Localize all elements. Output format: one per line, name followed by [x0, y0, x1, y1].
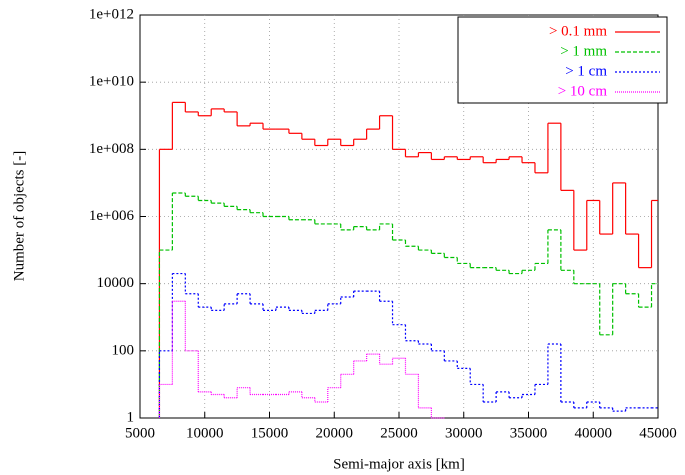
x-tick-label: 25000: [380, 425, 418, 441]
x-axis-label: Semi-major axis [km]: [333, 456, 465, 472]
legend-label: > 0.1 mm: [549, 23, 607, 39]
y-tick-label: 1e+012: [89, 6, 134, 22]
legend-label: > 1 mm: [560, 43, 607, 59]
legend-label: > 10 cm: [558, 83, 608, 99]
x-tick-label: 15000: [251, 425, 289, 441]
x-tick-label: 40000: [575, 425, 613, 441]
y-axis-label: Number of objects [-]: [11, 151, 27, 281]
legend-box: [457, 16, 668, 104]
x-tick-label: 45000: [639, 425, 677, 441]
y-tick-label: 10000: [97, 275, 135, 291]
x-tick-label: 10000: [186, 425, 224, 441]
y-tick-label: 1e+008: [89, 141, 134, 157]
y-tick-label: 100: [112, 342, 135, 358]
legend-label: > 1 cm: [565, 63, 607, 79]
y-tick-label: 1e+006: [89, 208, 135, 224]
x-tick-label: 20000: [316, 425, 354, 441]
y-tick-label: 1: [127, 409, 135, 425]
y-tick-label: 1e+010: [89, 74, 134, 90]
x-tick-label: 35000: [510, 425, 548, 441]
x-tick-label: 30000: [445, 425, 483, 441]
x-tick-label: 5000: [125, 425, 155, 441]
